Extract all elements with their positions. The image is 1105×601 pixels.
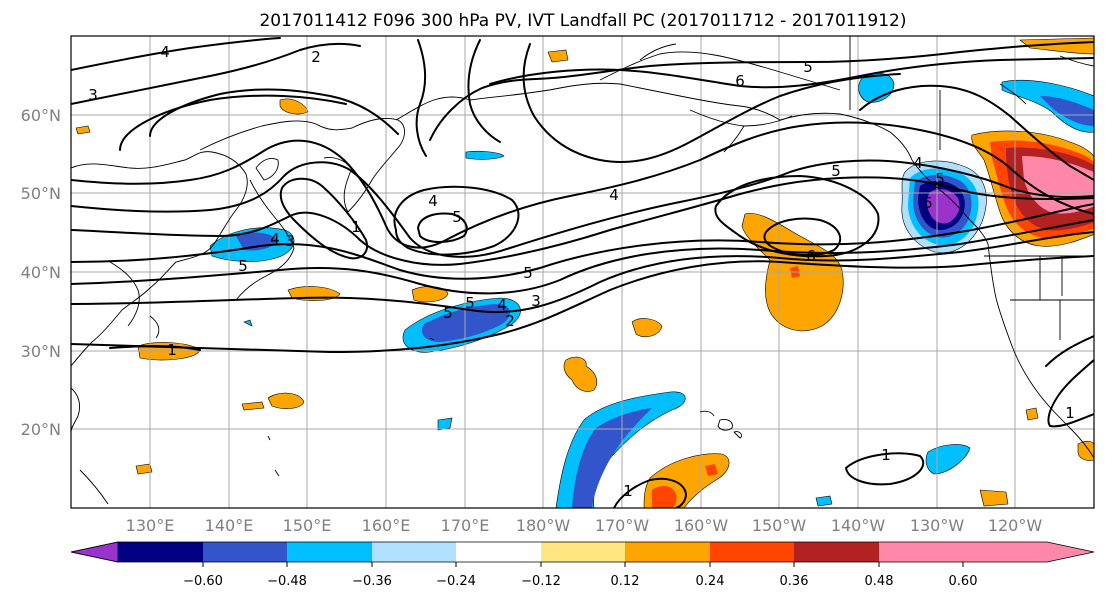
pv-label: 3 — [88, 86, 98, 104]
figure-title: 2017011412 F096 300 hPa PV, IVT Landfall… — [259, 11, 906, 31]
pv-label: 2 — [311, 48, 321, 66]
colorbar: −0.60 −0.48 −0.36 −0.24 −0.12 0.12 0.24 … — [70, 541, 1095, 589]
pv-contours — [71, 37, 1094, 508]
colorbar-label: −0.12 — [521, 574, 561, 589]
lat-tick-label: 60°N — [21, 106, 61, 125]
pv-label: 5 — [443, 304, 453, 322]
pv-label: 5 — [831, 162, 841, 180]
pv-label: 6 — [806, 247, 816, 265]
lon-tick-label: 170°E — [441, 516, 490, 535]
lon-tick-label: 130°E — [126, 516, 175, 535]
pv-label: 5 — [465, 294, 475, 312]
lon-tick-label: 140°W — [831, 516, 886, 535]
lon-tick-label: 170°W — [595, 516, 650, 535]
colorbar-label: 0.12 — [611, 574, 640, 589]
colorbar-label: 0.48 — [865, 574, 894, 589]
colorbar-label: −0.48 — [267, 574, 307, 589]
coastlines — [71, 36, 1094, 505]
lat-tick-label: 40°N — [21, 263, 61, 282]
colorbar-segment — [710, 542, 794, 562]
pv-label: 4 — [497, 296, 507, 314]
pv-label: 4 — [609, 186, 619, 204]
pv-label: 3 — [285, 232, 295, 250]
colorbar-segment — [118, 542, 203, 562]
colorbar-label: 0.36 — [780, 574, 809, 589]
colorbar-extend-low — [70, 541, 119, 563]
colorbar-label: 0.60 — [949, 574, 978, 589]
pv-label: 2 — [505, 312, 515, 330]
lon-tick-label: 160°E — [362, 516, 411, 535]
colorbar-ticks — [202, 562, 964, 567]
longitude-tick-labels: 130°E 140°E 150°E 160°E 170°E 180°W 170°… — [126, 516, 1043, 535]
map-panel: 4 2 3 6 5 5 4 5 4 1 5 5 3 3 2 5 6 5 4 1 — [70, 35, 1095, 509]
lon-tick-label: 150°E — [283, 516, 332, 535]
lon-tick-label: 130°W — [910, 516, 965, 535]
lat-tick-label: 30°N — [21, 342, 61, 361]
colorbar-segment — [794, 542, 879, 562]
lat-tick-label: 20°N — [21, 420, 61, 439]
pv-label: 1 — [1065, 404, 1075, 422]
pv-label: 1 — [351, 218, 361, 236]
pv-label: 4 — [270, 230, 280, 248]
colorbar-label: −0.24 — [436, 574, 476, 589]
pv-label: 5 — [923, 194, 933, 212]
map-frame — [70, 35, 1095, 509]
colorbar-segment — [203, 542, 287, 562]
lon-tick-label: 160°W — [674, 516, 729, 535]
lat-tick-label: 50°N — [21, 184, 61, 203]
colorbar-segment — [541, 542, 625, 562]
pv-label: 1 — [623, 482, 633, 500]
pv-label: 4 — [428, 192, 438, 210]
lon-tick-label: 120°W — [988, 516, 1043, 535]
pv-label: 5 — [452, 208, 462, 226]
colorbar-segment — [625, 542, 710, 562]
lon-tick-label: 180°W — [516, 516, 571, 535]
pv-label: 3 — [531, 292, 541, 310]
pv-label: 5 — [935, 170, 945, 188]
colorbar-label: −0.36 — [352, 574, 392, 589]
colorbar-label: 0.24 — [696, 574, 725, 589]
colorbar-segment — [456, 542, 541, 562]
lon-tick-label: 150°W — [752, 516, 807, 535]
pv-label: 5 — [238, 257, 248, 275]
latitude-tick-labels: 60°N 50°N 40°N 30°N 20°N — [21, 106, 61, 439]
pv-label: 5 — [523, 264, 533, 282]
lon-tick-label: 140°E — [205, 516, 254, 535]
colorbar-label: −0.60 — [183, 574, 223, 589]
colorbar-outline — [70, 541, 1095, 563]
colorbar-segment — [879, 542, 963, 562]
pv-label: 4 — [160, 43, 170, 61]
pv-label: 6 — [735, 72, 745, 90]
pv-label: 4 — [913, 154, 923, 172]
colorbar-segment — [287, 542, 372, 562]
colorbar-segment — [372, 542, 456, 562]
pv-label: 1 — [881, 446, 891, 464]
pv-label: 1 — [167, 341, 177, 359]
pv-contour-labels: 4 2 3 6 5 5 4 5 4 1 5 5 3 3 2 5 6 5 4 1 — [88, 43, 1075, 500]
pv-label: 5 — [803, 58, 813, 76]
